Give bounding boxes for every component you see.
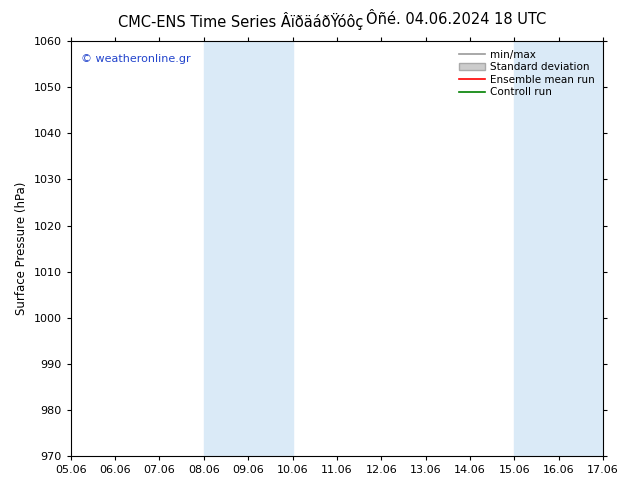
Text: Ôñé. 04.06.2024 18 UTC: Ôñé. 04.06.2024 18 UTC xyxy=(366,12,547,27)
Y-axis label: Surface Pressure (hPa): Surface Pressure (hPa) xyxy=(15,182,28,315)
Legend: min/max, Standard deviation, Ensemble mean run, Controll run: min/max, Standard deviation, Ensemble me… xyxy=(456,47,598,100)
Text: CMC-ENS Time Series ÂïðäáðŸóôç: CMC-ENS Time Series ÂïðäáðŸóôç xyxy=(118,12,364,30)
Bar xyxy=(204,41,292,456)
Text: © weatheronline.gr: © weatheronline.gr xyxy=(81,54,191,64)
Bar xyxy=(514,41,603,456)
